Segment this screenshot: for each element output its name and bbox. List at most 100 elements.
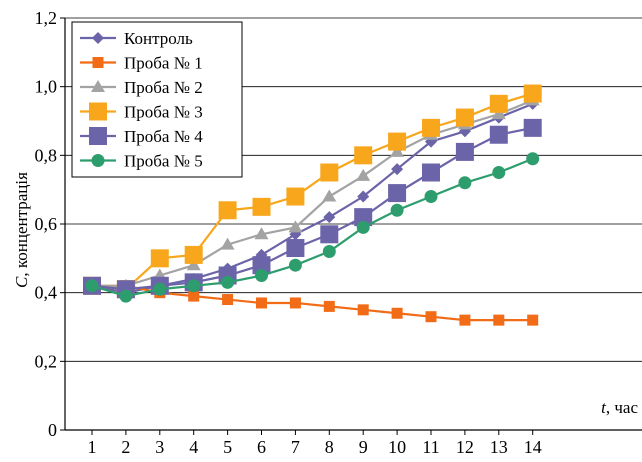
square-marker <box>92 57 104 68</box>
legend-entry: Контроль <box>80 29 193 48</box>
square-marker <box>388 184 407 203</box>
y-axis-title: C, концентрація <box>12 172 31 288</box>
triangle-marker <box>91 80 105 92</box>
square-marker <box>289 297 301 309</box>
y-tick-label: 0,4 <box>35 283 58 303</box>
y-tick-label: 0,2 <box>35 351 58 371</box>
series-group <box>83 84 542 326</box>
circle-marker <box>255 269 268 282</box>
y-axis-variable: C <box>12 276 31 288</box>
square-marker <box>89 102 107 121</box>
circle-marker <box>356 220 370 234</box>
square-marker <box>489 125 508 144</box>
legend-entry: Проба № 3 <box>80 102 203 122</box>
square-marker <box>89 127 107 145</box>
circle-marker <box>221 275 235 289</box>
x-tick-label: 12 <box>456 437 474 457</box>
legend-label: Проба № 4 <box>124 127 203 146</box>
x-tick-label: 13 <box>490 437 508 457</box>
x-axis-unit: , час <box>606 398 639 417</box>
y-axis-unit: , концентрація <box>12 172 31 277</box>
triangle-marker <box>220 237 235 250</box>
square-marker <box>256 297 267 309</box>
x-tick-label: 3 <box>155 437 164 457</box>
circle-marker <box>288 258 302 272</box>
legend-box <box>71 21 243 178</box>
square-marker <box>184 245 203 264</box>
square-marker <box>523 118 542 137</box>
square-marker <box>218 201 237 220</box>
square-marker <box>286 239 305 258</box>
x-tick-label: 10 <box>388 437 406 457</box>
triangle-marker <box>186 258 201 271</box>
legend-label: Контроль <box>124 29 193 48</box>
square-marker <box>252 256 271 275</box>
x-tick-label: 6 <box>257 437 266 457</box>
square-marker <box>357 304 369 316</box>
square-marker <box>252 197 271 216</box>
square-marker <box>391 307 403 319</box>
square-marker <box>422 163 440 182</box>
diamond-marker <box>323 211 336 224</box>
legend-label: Проба № 1 <box>124 54 203 73</box>
legend-entry: Проба № 1 <box>80 54 203 73</box>
legend-entry: Проба № 5 <box>80 152 203 171</box>
triangle-marker <box>356 168 371 181</box>
circle-marker <box>187 279 201 293</box>
square-marker <box>527 314 539 326</box>
legend-label: Проба № 5 <box>124 152 203 171</box>
square-marker <box>388 132 407 151</box>
square-marker <box>455 142 474 161</box>
square-marker <box>422 118 440 137</box>
legend-entry: Проба № 2 <box>80 78 203 97</box>
square-marker <box>523 84 542 103</box>
circle-marker <box>153 282 167 296</box>
triangle-marker <box>288 220 303 233</box>
triangle-marker <box>390 144 405 157</box>
square-marker <box>354 146 373 165</box>
triangle-marker <box>491 107 506 120</box>
x-axis-variable: t <box>601 398 607 417</box>
square-marker <box>425 311 437 323</box>
square-marker <box>222 294 234 306</box>
diamond-marker <box>92 32 104 44</box>
legend-label: Проба № 2 <box>124 78 203 97</box>
triangle-marker <box>254 227 269 240</box>
legend-label: Проба № 3 <box>124 103 203 122</box>
circle-marker <box>526 152 540 166</box>
circle-marker <box>119 289 133 303</box>
square-marker <box>489 94 508 113</box>
x-tick-label: 9 <box>359 437 368 457</box>
diamond-marker <box>391 163 404 176</box>
triangle-marker <box>322 189 337 202</box>
circle-marker <box>458 176 472 190</box>
axes: 00,20,40,60,81,01,21 2 3 4 5 6 7 8 9 10 11 12 13 14 <box>35 8 642 457</box>
legend: Контроль Проба № 1 Проба № 2 Проба № 3 Проба… <box>71 21 243 178</box>
square-marker <box>455 108 474 127</box>
y-tick-label: 0 <box>48 420 57 440</box>
square-marker <box>286 187 305 206</box>
diamond-marker <box>357 190 370 203</box>
circle-marker <box>91 154 105 167</box>
y-tick-label: 0,8 <box>35 145 58 165</box>
circle-marker <box>322 244 336 258</box>
circle-marker <box>85 279 99 293</box>
square-marker <box>493 314 505 326</box>
square-marker <box>354 208 373 227</box>
x-tick-label: 1 <box>88 437 97 457</box>
square-marker <box>150 249 169 268</box>
data-series <box>85 152 540 303</box>
axis-titles: C, концентрація t, час <box>12 172 638 417</box>
square-marker <box>320 225 339 244</box>
x-tick-label: 14 <box>524 437 542 457</box>
circle-marker <box>424 190 438 204</box>
square-marker <box>188 290 200 302</box>
square-marker <box>459 314 471 326</box>
legend-entry: Проба № 4 <box>80 127 203 146</box>
data-series <box>83 118 542 299</box>
x-axis-title: t, час <box>601 398 638 417</box>
x-tick-label: 5 <box>223 437 232 457</box>
x-tick-label: 4 <box>189 437 198 457</box>
y-tick-label: 0,6 <box>35 214 58 234</box>
